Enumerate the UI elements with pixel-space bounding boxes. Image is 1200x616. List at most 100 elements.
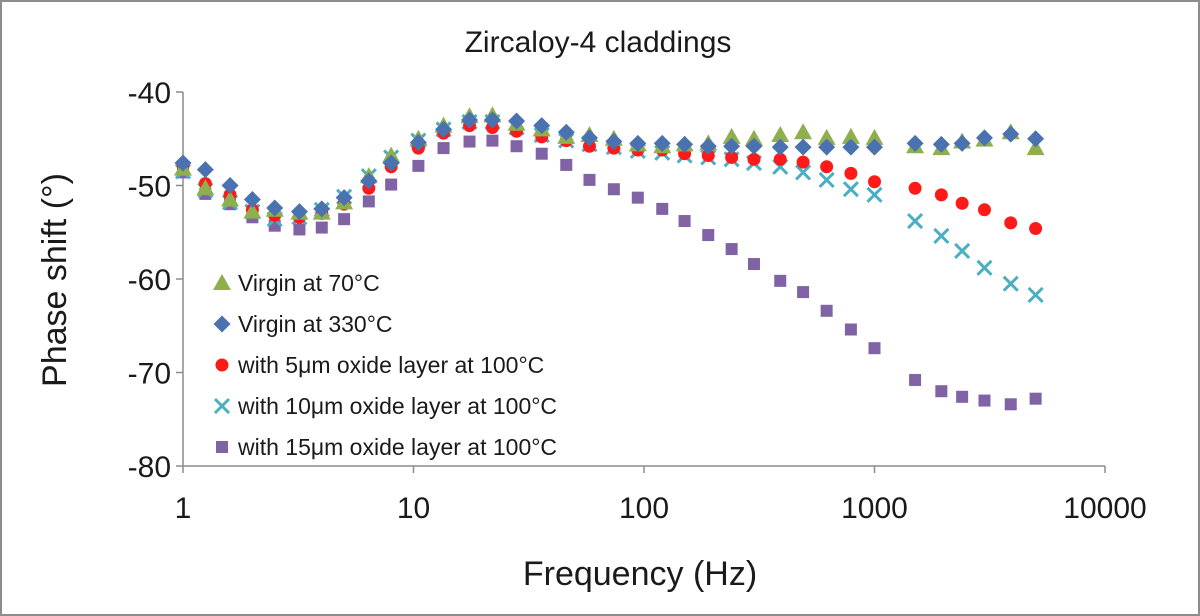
data-point-square — [486, 134, 499, 147]
data-point-diamond — [771, 138, 789, 156]
data-point-square — [1004, 398, 1017, 411]
data-point-cross — [976, 259, 993, 276]
data-point-circle — [747, 152, 761, 166]
data-point-circle — [955, 196, 969, 210]
data-point-square — [437, 142, 450, 155]
series-diamond — [174, 111, 1045, 221]
legend-marker-circle — [215, 358, 229, 372]
data-point-cross — [818, 171, 835, 188]
data-point-circle — [934, 188, 948, 202]
y-tick-label: -50 — [128, 171, 171, 204]
y-tick-label: -70 — [128, 358, 171, 391]
y-tick-label: -40 — [128, 77, 171, 110]
data-point-diamond — [290, 203, 308, 221]
data-point-diamond — [745, 137, 763, 155]
data-point-diamond — [580, 129, 598, 147]
data-point-square — [935, 385, 948, 398]
series-triangle — [174, 106, 1045, 220]
data-point-triangle — [243, 202, 262, 219]
data-point-circle — [868, 175, 881, 189]
data-point-diamond — [508, 112, 526, 130]
data-point-circle — [820, 160, 834, 174]
data-point-square — [656, 202, 669, 215]
data-point-diamond — [676, 135, 694, 153]
data-point-square — [338, 213, 351, 226]
data-point-diamond — [932, 135, 950, 153]
legend-marker-triangle — [213, 274, 231, 290]
data-point-diamond — [1027, 130, 1045, 148]
data-point-square — [463, 135, 476, 148]
data-point-square — [560, 158, 573, 171]
data-point-triangle — [196, 179, 215, 196]
data-point-diamond — [243, 191, 261, 209]
data-point-cross — [954, 242, 971, 260]
data-point-diamond — [629, 134, 647, 152]
chart-title: Zircaloy-4 claddings — [465, 26, 732, 59]
data-point-cross — [933, 227, 950, 245]
data-point-diamond — [699, 137, 717, 155]
data-point-square — [1029, 392, 1042, 405]
data-point-diamond — [794, 138, 812, 156]
data-point-triangle — [865, 128, 884, 145]
data-point-square — [725, 243, 738, 256]
data-point-triangle — [221, 190, 240, 207]
axes — [176, 91, 1106, 473]
data-point-square — [631, 191, 644, 204]
data-point-square — [362, 195, 375, 208]
legend-entry: with 15μm oxide layer at 100°C — [216, 434, 557, 460]
data-point-square — [797, 286, 810, 299]
data-point-diamond — [483, 111, 501, 129]
data-point-triangle — [771, 126, 790, 143]
legend-label: with 10μm oxide layer at 100°C — [237, 393, 557, 419]
x-tick-label: 10000 — [1063, 492, 1146, 525]
data-point-cross — [1002, 275, 1019, 292]
data-point-diamond — [533, 117, 551, 135]
x-tick-label: 1000 — [841, 492, 908, 525]
data-point-square — [315, 221, 328, 234]
data-point-diamond — [196, 161, 214, 179]
legend-label: Virgin at 70°C — [238, 270, 380, 296]
plot-area — [174, 106, 1045, 411]
legend: Virgin at 70°C Virgin at 330°C with 5μm ox… — [213, 270, 557, 460]
data-point-diamond — [906, 134, 924, 152]
data-point-circle — [725, 150, 739, 164]
data-point-diamond — [1002, 125, 1020, 143]
data-point-circle — [977, 203, 991, 217]
data-point-circle — [796, 155, 810, 169]
tick-labels: -40 -50 -60 -70 -801 10 100 1000 10000 — [128, 77, 1147, 525]
data-point-square — [385, 178, 398, 191]
data-point-triangle — [841, 127, 860, 144]
data-point-cross — [907, 212, 924, 230]
data-point-cross — [1027, 286, 1044, 303]
data-point-square — [510, 140, 523, 153]
data-point-diamond — [435, 120, 453, 138]
data-point-square — [820, 304, 833, 317]
data-point-diamond — [461, 111, 479, 129]
data-point-square — [956, 390, 969, 403]
x-axis-title: Frequency (Hz) — [523, 555, 757, 593]
legend-label: Virgin at 330°C — [238, 311, 393, 337]
data-point-square — [293, 223, 306, 236]
legend-marker-square — [216, 441, 228, 453]
data-point-square — [978, 394, 991, 407]
legend-entry: with 5μm oxide layer at 100°C — [215, 352, 544, 378]
y-tick-label: -60 — [128, 264, 171, 297]
data-point-diamond — [653, 134, 671, 152]
data-point-diamond — [382, 154, 400, 172]
data-point-cross — [795, 164, 812, 181]
data-point-square — [535, 147, 548, 160]
data-point-diamond — [174, 154, 192, 172]
data-point-diamond — [818, 138, 836, 156]
data-point-square — [774, 274, 787, 287]
data-point-diamond — [360, 172, 378, 190]
data-point-diamond — [409, 133, 427, 151]
data-point-cross — [842, 181, 859, 198]
data-point-diamond — [866, 138, 883, 156]
data-point-circle — [908, 181, 922, 195]
data-point-diamond — [605, 133, 623, 151]
data-point-diamond — [335, 189, 353, 207]
data-point-square — [678, 215, 691, 228]
legend-label: with 5μm oxide layer at 100°C — [237, 352, 544, 378]
